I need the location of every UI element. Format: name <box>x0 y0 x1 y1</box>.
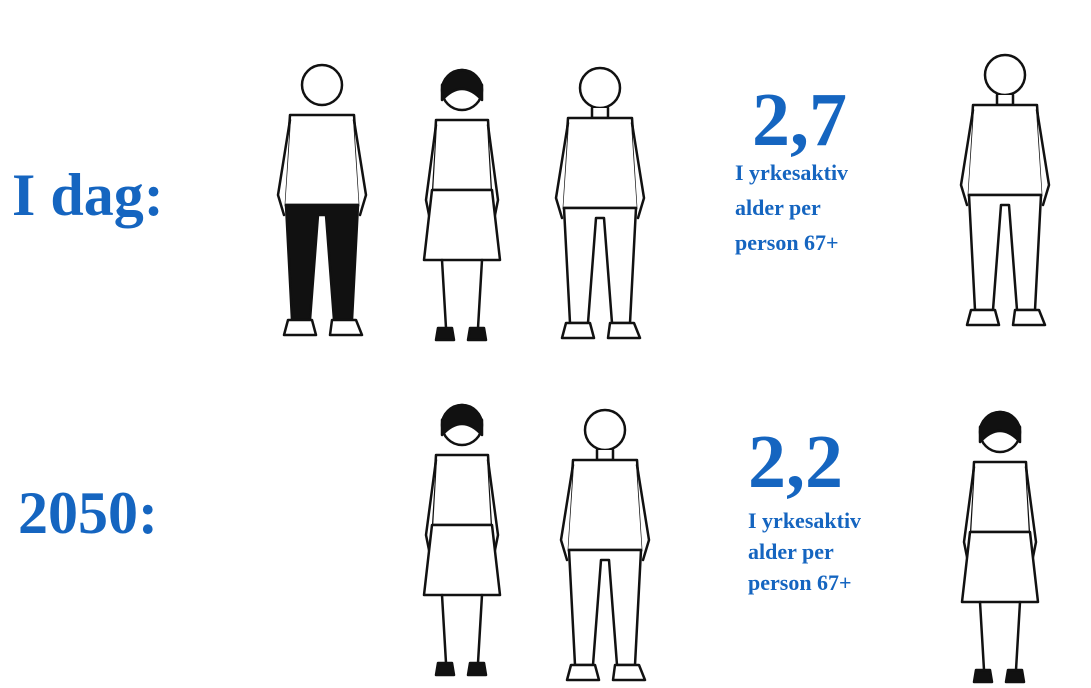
ratio-number: 2,2 <box>748 420 843 504</box>
retiree-illustration <box>961 55 1049 325</box>
retiree-illustration <box>962 412 1038 682</box>
worker-illustration <box>424 70 500 340</box>
worker-illustration <box>556 68 644 338</box>
row-label: 2050: <box>18 480 158 546</box>
caption-line: I yrkesaktiv <box>748 508 861 533</box>
infographic: I dag: 2050: 2,7 I yrkesaktiv alder per … <box>0 0 1091 688</box>
caption-line: person 67+ <box>735 230 839 255</box>
caption-line: I yrkesaktiv <box>735 160 848 185</box>
caption-line: person 67+ <box>748 570 852 595</box>
caption-line: alder per <box>748 539 834 564</box>
caption-line: alder per <box>735 195 821 220</box>
worker-illustration <box>278 65 366 335</box>
ratio-number: 2,7 <box>752 78 847 162</box>
worker-illustration <box>424 405 500 675</box>
row-label: I dag: <box>12 162 164 228</box>
worker-illustration <box>561 410 649 680</box>
